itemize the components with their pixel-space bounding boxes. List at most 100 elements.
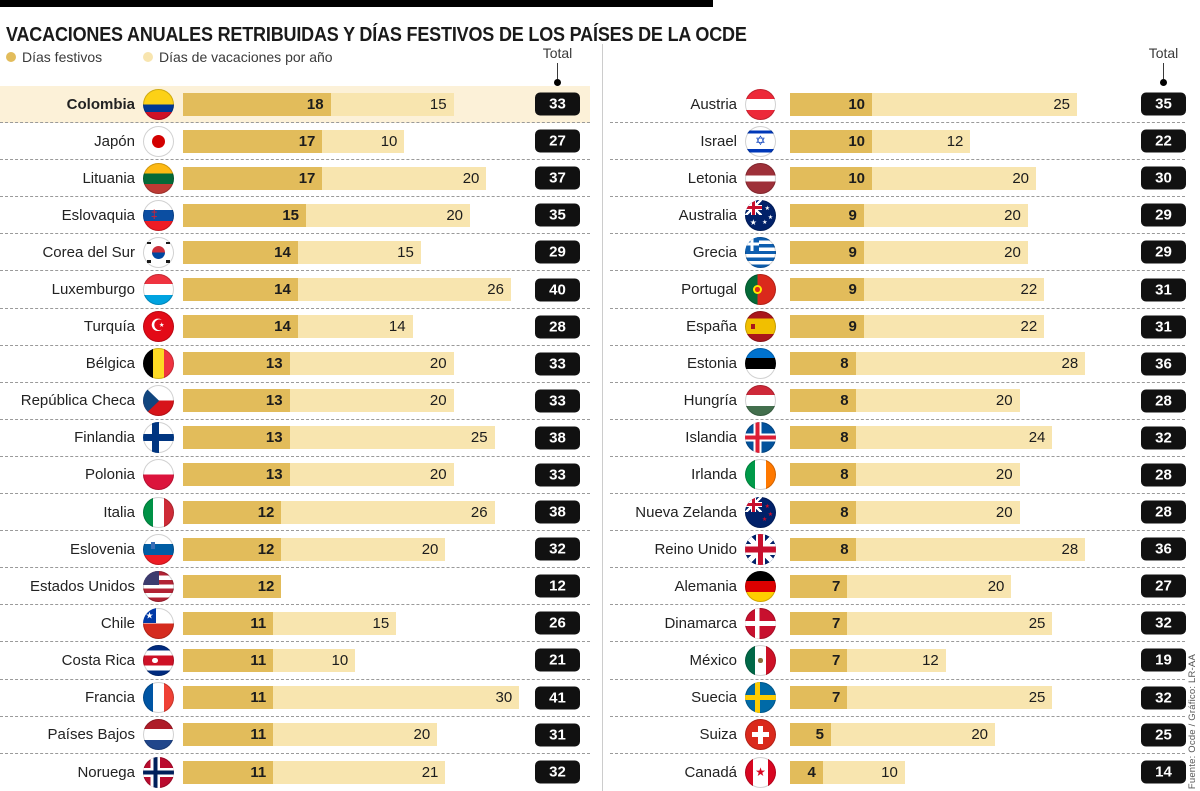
islandia-flag-icon [745, 422, 776, 454]
vacaciones-value: 10 [881, 763, 898, 781]
total-column-header-right: Total [1141, 45, 1186, 86]
festivos-value: 11 [250, 726, 267, 744]
vacaciones-bar-segment: 21 [273, 760, 446, 784]
colombia-flag-icon [143, 88, 174, 120]
vacaciones-value: 20 [1012, 169, 1029, 187]
festivos-value: 14 [274, 281, 291, 299]
flag-layer [745, 422, 776, 454]
festivos-bar-segment: 12 [183, 500, 282, 524]
vacaciones-bar-segment: 12 [847, 648, 946, 672]
alemania-flag-icon [745, 570, 776, 602]
total-badge: 33 [535, 92, 580, 116]
festivos-value: 11 [250, 651, 267, 669]
festivos-value: 8 [840, 540, 849, 558]
country-row: Eslovaquia ‡ 15 20 35 [0, 197, 590, 235]
vacaciones-bar-segment: 20 [281, 537, 446, 561]
country-label: Alemania [674, 577, 737, 595]
flag-layer: ★ [767, 511, 774, 518]
bar-group: 11 15 [183, 611, 397, 635]
eslovenia-flag-icon [143, 533, 174, 565]
bar-group: 14 26 [183, 278, 511, 302]
total-badge: 31 [1141, 315, 1186, 339]
suecia-flag-icon [745, 682, 776, 714]
festivos-value: 9 [848, 281, 857, 299]
country-label: Nueva Zelanda [635, 503, 737, 521]
country-row: República Checa 13 20 33 [0, 383, 590, 420]
eslovaquia-flag-icon: ‡ [143, 199, 174, 231]
total-badge: 28 [1141, 463, 1186, 487]
festivos-bar-segment: 4 [790, 760, 823, 784]
country-row: Noruega 11 21 32 [0, 754, 590, 791]
bar-group: 8 20 [790, 463, 1020, 487]
corea-del-sur-flag-icon [143, 236, 174, 268]
country-label: Suecia [691, 689, 737, 707]
festivos-bar-segment: 8 [790, 426, 856, 450]
flag-layer: ★ [762, 220, 768, 227]
bar-group: 13 25 [183, 426, 495, 450]
total-badge: 26 [535, 611, 580, 635]
festivos-bar-segment: 10 [790, 129, 872, 153]
total-badge: 28 [535, 315, 580, 339]
total-badge: 29 [535, 240, 580, 264]
festivos-value: 4 [807, 763, 816, 781]
total-badge: 29 [1141, 240, 1186, 264]
festivos-bar-segment: 13 [183, 352, 290, 376]
flag-layer [165, 241, 170, 245]
bar-group: 8 20 [790, 389, 1020, 413]
festivos-value: 7 [832, 651, 841, 669]
flag-layer [143, 607, 157, 624]
festivos-value: 8 [840, 466, 849, 484]
total-connector-dot-icon [1160, 79, 1167, 86]
country-label: Dinamarca [664, 614, 737, 632]
column-divider [602, 44, 603, 791]
estados-unidos-flag-icon [143, 570, 174, 602]
dinamarca-flag-icon [745, 607, 776, 639]
vacaciones-value: 12 [946, 132, 964, 150]
israel-flag-icon: ✡ [745, 125, 776, 157]
festivos-bar-segment: 15 [183, 203, 306, 227]
flag-layer: ★ [764, 503, 771, 510]
festivos-value: 13 [265, 466, 283, 484]
vacaciones-value: 20 [429, 392, 447, 410]
bar-group: 9 20 [790, 240, 1028, 264]
country-label: Grecia [692, 243, 737, 261]
bar-group: 8 28 [790, 352, 1086, 376]
festivos-value: 10 [848, 132, 865, 150]
flag-layer [755, 287, 760, 292]
country-row: Corea del Sur 14 15 29 [0, 234, 590, 272]
festivos-bar-segment: 14 [183, 278, 298, 302]
vacaciones-value: 10 [380, 132, 398, 150]
flag-layer [758, 658, 763, 663]
bar-group: 17 20 [183, 166, 487, 190]
vacaciones-bar-segment: 20 [289, 352, 454, 376]
country-label: Portugal [681, 281, 737, 299]
reino-unido-flag-icon [745, 533, 776, 565]
vacaciones-bar-segment: 26 [281, 500, 495, 524]
festivos-value: 10 [848, 95, 865, 113]
flag-layer [151, 657, 158, 664]
legend-vacaciones-label: Días de vacaciones por año [159, 49, 333, 65]
country-row: Nueva Zelanda ★ ★ ★ 8 20 28 [610, 494, 1186, 532]
country-row: Irlanda 8 20 28 [610, 457, 1186, 495]
country-label: Turquía [83, 318, 135, 336]
total-badge: 27 [535, 129, 580, 153]
vacaciones-bar-segment: 20 [863, 240, 1028, 264]
festivos-bar-segment: 5 [790, 723, 831, 747]
total-badge: 14 [1141, 760, 1186, 784]
total-badge: 25 [1141, 723, 1186, 747]
festivos-bar-segment: 11 [183, 686, 274, 710]
vacaciones-bar-segment: 30 [273, 686, 520, 710]
country-row: Hungría 8 20 28 [610, 383, 1186, 420]
festivos-bar-segment: 17 [183, 129, 323, 153]
flag-layer: ☪ [150, 316, 166, 336]
vacaciones-bar-segment: 15 [297, 240, 421, 264]
bar-group: 9 22 [790, 278, 1045, 302]
vacaciones-bar-segment: 15 [330, 92, 454, 116]
vacaciones-bar-segment: 20 [322, 166, 487, 190]
flag-layer [757, 725, 764, 744]
country-row: Canadá ★ 4 10 14 [610, 754, 1186, 791]
vacaciones-value: 15 [429, 95, 447, 113]
festivos-bar-segment: 9 [790, 315, 864, 339]
festivos-value: 18 [306, 95, 324, 113]
